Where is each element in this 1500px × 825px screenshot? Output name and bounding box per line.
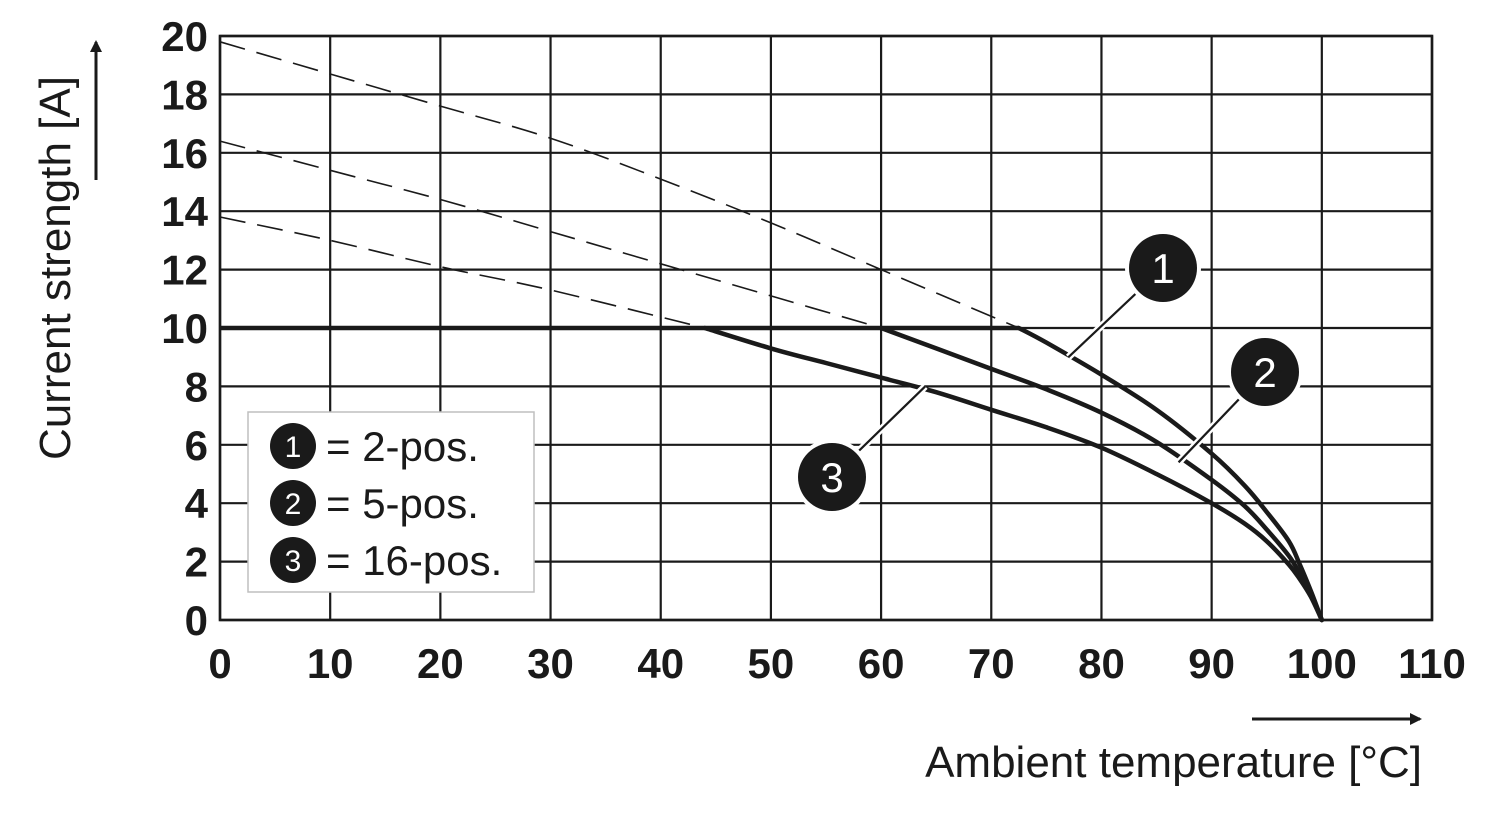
y-tick-label: 8 — [185, 363, 208, 410]
dashed-line-1 — [219, 41, 1020, 329]
callout-badge-3 — [798, 443, 866, 511]
legend-number-3: 3 — [285, 545, 302, 578]
x-tick-label: 40 — [637, 640, 684, 687]
dashed-extension-lines — [219, 41, 1020, 329]
x-tick-label: 60 — [858, 640, 905, 687]
y-tick-label: 2 — [185, 539, 208, 586]
curve-1 — [1016, 325, 1325, 623]
legend-label-1: = 2-pos. — [326, 423, 479, 470]
y-tick-label: 16 — [161, 130, 208, 177]
y-tick-label: 14 — [161, 188, 208, 235]
x-axis-label: Ambient temperature [°C] — [925, 738, 1422, 787]
y-axis-title: Current strength [A] — [31, 40, 102, 460]
x-tick-label: 20 — [417, 640, 464, 687]
curve-3 — [702, 325, 1325, 623]
legend-badge-3 — [270, 537, 316, 583]
callout-markers: 1 2 3 — [794, 230, 1303, 515]
derating-curves — [220, 325, 1325, 623]
y-tick-label: 10 — [161, 305, 208, 352]
x-tick-label: 90 — [1188, 640, 1235, 687]
legend-badge-1 — [270, 423, 316, 469]
x-tick-label: 80 — [1078, 640, 1125, 687]
x-tick-label: 50 — [748, 640, 795, 687]
legend: 1 = 2-pos. 2 = 5-pos. 3 = 16-pos. — [247, 411, 535, 593]
callout-number-2: 2 — [1253, 349, 1276, 396]
legend-label-2: = 5-pos. — [326, 480, 479, 527]
curve-2 — [878, 325, 1325, 623]
x-tick-label: 30 — [527, 640, 574, 687]
legend-label-3: = 16-pos. — [326, 537, 502, 584]
x-tick-label: 70 — [968, 640, 1015, 687]
dashed-line-2 — [219, 140, 882, 329]
callout-number-1: 1 — [1151, 245, 1174, 292]
x-tick-label: 10 — [307, 640, 354, 687]
y-axis-label: Current strength [A] — [31, 76, 80, 460]
y-tick-label: 0 — [185, 597, 208, 644]
y-tick-label: 6 — [185, 422, 208, 469]
y-tick-label: 18 — [161, 71, 208, 118]
x-tick-label: 100 — [1287, 640, 1357, 687]
legend-badge-2 — [270, 480, 316, 526]
y-tick-label: 20 — [161, 13, 208, 60]
legend-number-2: 2 — [285, 488, 302, 521]
x-tick-label: 0 — [208, 640, 231, 687]
x-tick-label: 110 — [1398, 640, 1466, 687]
callout-badge-1 — [1129, 234, 1197, 302]
callout-badge-2 — [1231, 338, 1299, 406]
y-tick-label: 12 — [161, 247, 208, 294]
x-axis-title: Ambient temperature [°C] — [925, 713, 1422, 787]
legend-number-1: 1 — [285, 431, 302, 464]
dashed-line-3 — [219, 216, 705, 329]
y-tick-label: 4 — [185, 480, 209, 527]
tick-labels: 0 10 20 30 40 50 60 70 80 90 100 110024681012141618… — [161, 13, 1466, 687]
callout-number-3: 3 — [820, 454, 843, 501]
